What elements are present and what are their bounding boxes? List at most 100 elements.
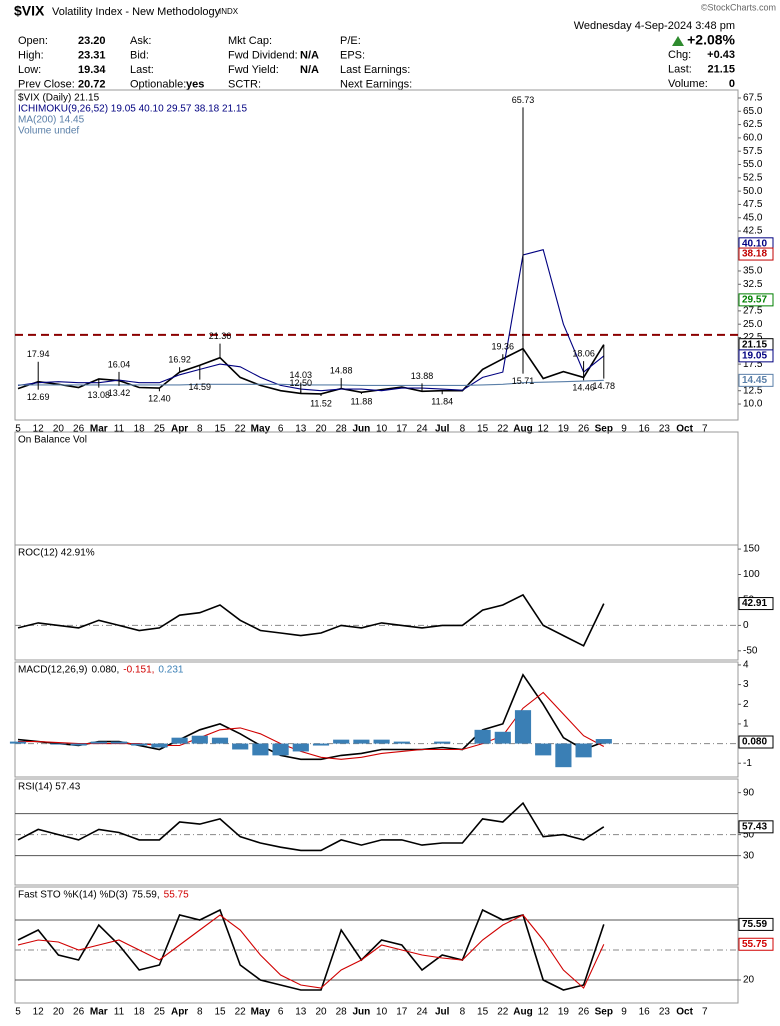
histogram-bar (373, 739, 390, 744)
x-tick-label: 19 (558, 424, 570, 435)
y-tick-label: 52.5 (743, 172, 763, 183)
histogram-bar (292, 743, 309, 752)
quote-label: Low: (18, 64, 41, 76)
series-line (18, 379, 604, 386)
y-tick-label: 45.0 (743, 212, 763, 223)
x-tick-label: 6 (278, 424, 284, 435)
series-line (17, 801, 605, 852)
x-tick-label: 12 (538, 1007, 550, 1018)
x-tick-label: Oct (676, 1007, 693, 1018)
annotation-label: 21.36 (209, 331, 232, 341)
histogram-bar (575, 743, 592, 758)
series-line (17, 908, 605, 991)
x-tick-label: 20 (53, 1007, 65, 1018)
x-tick-label: Apr (171, 424, 188, 435)
value-tag (738, 820, 774, 834)
histogram-bar (272, 743, 289, 756)
x-tick-label: 18 (134, 424, 146, 435)
legend-entry: ICHIMOKU(9,26,52) 19.05 40.10 29.57 38.1… (18, 104, 247, 115)
x-tick-label: 8 (197, 424, 203, 435)
x-tick-label: Sep (595, 424, 613, 435)
y-tick-label: 30 (743, 850, 755, 861)
y-tick-label: 20 (743, 975, 755, 986)
x-tick-label: 15 (477, 1007, 489, 1018)
quote-value: 19.34 (78, 64, 106, 76)
value-tag (738, 597, 774, 611)
value-tag (738, 373, 774, 387)
quote-value: yes (186, 78, 204, 90)
histogram-bar (90, 741, 107, 744)
x-tick-label: 10 (376, 424, 388, 435)
legend-entry: RSI(14) 57.43 (18, 782, 81, 793)
annotation-label: 14.46 (572, 383, 595, 393)
x-tick-label: 19 (558, 1007, 570, 1018)
x-tick-label: 28 (336, 1007, 348, 1018)
series-line (17, 673, 605, 761)
legend-entry: -0.151, (123, 665, 154, 676)
x-tick-label: Jun (353, 1007, 371, 1018)
histogram-bar (50, 743, 67, 745)
x-tick-label: May (251, 424, 271, 435)
histogram-bar (131, 743, 148, 746)
value-tag-label: 57.43 (742, 821, 767, 832)
histogram-bar (191, 735, 208, 744)
legend-entry: 55.75 (164, 890, 189, 901)
histogram-bar (151, 743, 168, 748)
x-tick-label: 17 (396, 1007, 408, 1018)
x-tick-label: 15 (214, 1007, 226, 1018)
copyright: ©StockCharts.com (701, 2, 776, 12)
x-tick-label: 23 (659, 424, 671, 435)
series-line (17, 914, 605, 989)
security-name: Volatility Index - New Methodology (52, 6, 221, 18)
histogram-bar (434, 741, 451, 744)
x-tick-label: 9 (621, 1007, 627, 1018)
stat-label: Last: (668, 63, 692, 75)
x-tick-label: 11 (114, 1007, 125, 1018)
y-tick-label: 65.0 (743, 106, 763, 117)
y-tick-label: 50 (743, 829, 755, 840)
x-tick-label: 18 (134, 1007, 146, 1018)
quote-label: Prev Close: (18, 78, 75, 90)
panel-frame (14, 778, 739, 886)
y-tick-label: 67.5 (743, 93, 763, 104)
y-tick-label: 12.5 (743, 385, 763, 396)
histogram-bar (514, 710, 532, 744)
quote-label: Last Earnings: (340, 64, 410, 76)
y-tick-label: 1 (743, 719, 749, 730)
value-tag-label: 21.15 (742, 339, 767, 350)
quote-label: Fwd Yield: (228, 64, 279, 76)
quote-value: N/A (300, 64, 319, 76)
y-tick-label: 90 (743, 787, 755, 798)
legend-entry: $VIX (Daily) 21.15 (18, 93, 100, 104)
panel-frame (14, 544, 739, 661)
quote-label: Optionable: (130, 78, 186, 90)
annotation-label: 18.06 (572, 349, 595, 359)
quote-label: Open: (18, 35, 48, 47)
y-tick-label: 3 (743, 679, 749, 690)
x-tick-label: 12 (33, 1007, 45, 1018)
quote-label: Mkt Cap: (228, 35, 272, 47)
annotation-label: 14.03 (290, 370, 313, 380)
series-line (17, 593, 605, 647)
panel-frame (14, 661, 739, 778)
value-tag-label: 19.05 (742, 351, 767, 362)
quote-label: Ask: (130, 35, 151, 47)
stat-value: 21.15 (707, 63, 735, 75)
up-arrow (672, 36, 684, 46)
x-tick-label: 22 (235, 424, 247, 435)
panel-frame (14, 886, 739, 1004)
x-tick-label: 20 (53, 424, 65, 435)
value-tag-label: 14.45 (742, 375, 767, 386)
histogram-bar (393, 741, 410, 744)
panel-frame (14, 89, 739, 421)
x-tick-label: 5 (15, 424, 21, 435)
annotation-label: 17.94 (27, 349, 50, 359)
histogram-bar (110, 741, 128, 744)
annotation-label: 13.08 (88, 390, 111, 400)
x-tick-label: 22 (235, 1007, 247, 1018)
y-tick-label: 17.5 (743, 359, 763, 370)
stat-value: +0.43 (707, 49, 735, 61)
annotation-label: 15.71 (512, 376, 535, 386)
legend-entry: 0.080, (91, 665, 119, 676)
annotation-label: 11.84 (431, 397, 453, 407)
